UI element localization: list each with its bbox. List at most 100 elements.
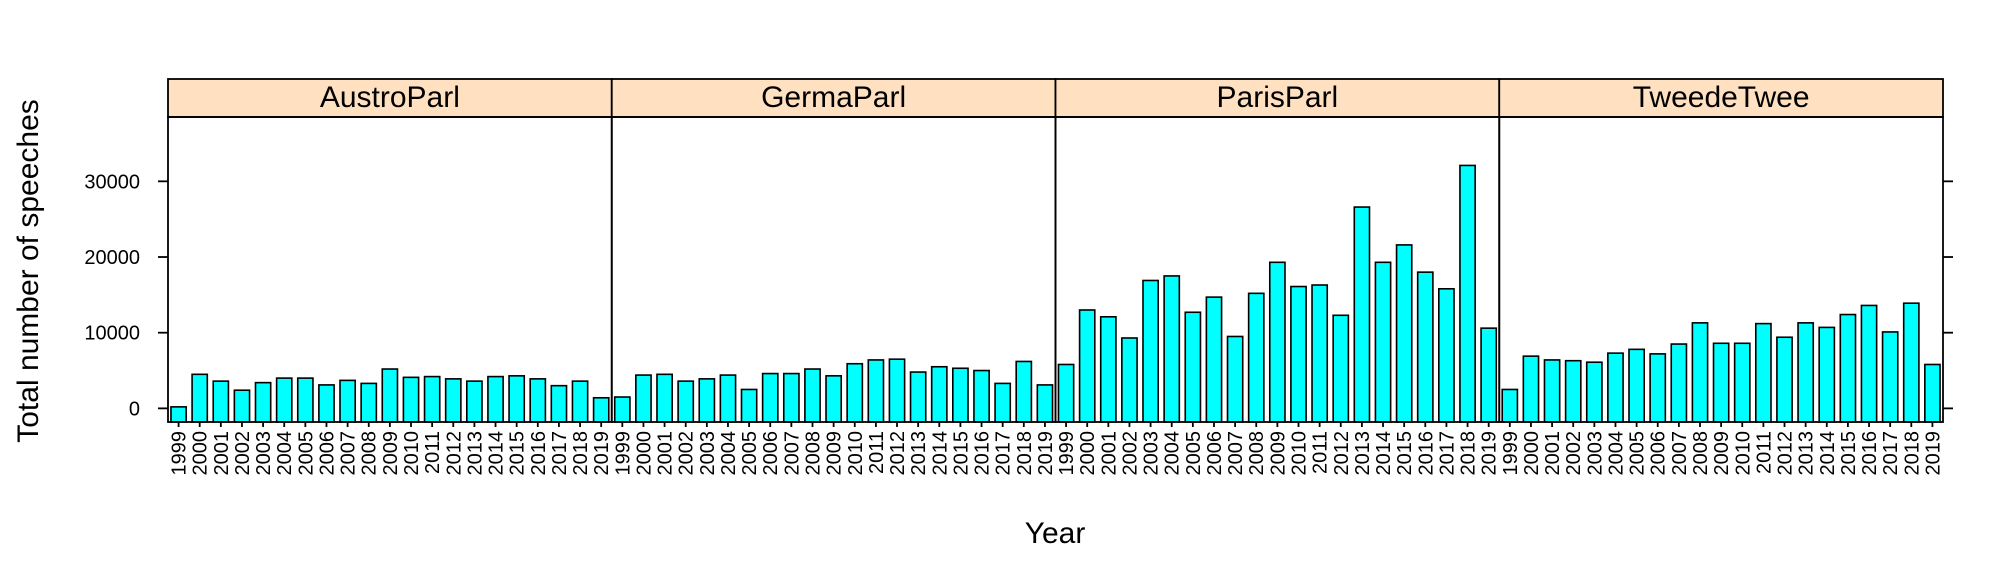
bar-austroparl-2003 — [254, 381, 272, 423]
bar-tweedetwee-2012 — [1776, 336, 1793, 423]
x-tick-label: 2016 — [1415, 431, 1437, 476]
bar-germaparl-2005 — [740, 388, 758, 423]
x-tick-label: 2014 — [929, 431, 951, 476]
x-tick-label: 2012 — [443, 431, 465, 476]
x-tick-label: 2004 — [718, 431, 740, 476]
y-tick-label: 30000 — [84, 171, 140, 193]
bar-austroparl-2005 — [296, 377, 314, 423]
x-tick-label: 2014 — [1817, 431, 1839, 476]
x-tick-label: 2003 — [1584, 431, 1606, 476]
x-tick-label: 2016 — [1859, 431, 1881, 476]
bar-germaparl-2018 — [1015, 360, 1033, 423]
x-tick-label: 2000 — [633, 431, 655, 476]
x-tick-label: 2007 — [1225, 431, 1247, 476]
x-tick-label: 2006 — [1204, 431, 1226, 476]
bar-austroparl-2004 — [275, 377, 293, 423]
x-tick-label: 1999 — [612, 431, 634, 476]
bar-austroparl-2015 — [508, 375, 526, 423]
x-tick-label: 2006 — [1648, 431, 1670, 476]
panel-title: ParisParl — [1217, 81, 1339, 114]
x-tick-label: 2009 — [380, 431, 402, 476]
panel-title: AustroParl — [320, 81, 460, 114]
bar-germaparl-2007 — [782, 372, 800, 423]
y-tick-label: 0 — [129, 398, 140, 420]
x-tick-label: 2003 — [697, 431, 719, 476]
x-tick-label: 2007 — [781, 431, 803, 476]
bar-parisparl-2010 — [1290, 285, 1307, 423]
x-tick-label: 2012 — [1775, 431, 1797, 476]
x-axis-title: Year — [1025, 517, 1086, 550]
bar-austroparl-2011 — [423, 375, 441, 423]
y-tick-label: 10000 — [84, 323, 140, 345]
x-tick-label: 2018 — [1014, 431, 1036, 476]
bar-parisparl-2000 — [1078, 309, 1096, 423]
bar-austroparl-2016 — [529, 378, 547, 423]
x-tick-label: 2012 — [1331, 431, 1353, 476]
x-tick-label: 2015 — [950, 431, 972, 476]
bar-parisparl-2016 — [1416, 271, 1434, 423]
x-tick-label: 2018 — [570, 431, 592, 476]
x-tick-label: 2011 — [1310, 431, 1332, 474]
x-tick-label: 2008 — [359, 431, 381, 476]
x-tick-label: 2017 — [1880, 431, 1902, 476]
bar-parisparl-2007 — [1226, 335, 1244, 423]
bar-austroparl-1999 — [170, 406, 187, 423]
x-tick-label: 2010 — [1732, 431, 1754, 476]
bar-parisparl-2017 — [1438, 287, 1455, 423]
bar-germaparl-2012 — [888, 358, 906, 423]
bar-austroparl-2012 — [444, 378, 462, 423]
y-tick-label: 20000 — [84, 247, 140, 269]
x-tick-label: 2001 — [1542, 431, 1564, 476]
bar-tweedetwee-2019 — [1924, 363, 1941, 423]
bar-austroparl-2010 — [402, 376, 420, 423]
x-tick-label: 2009 — [1267, 431, 1289, 476]
x-tick-label: 2001 — [1098, 431, 1120, 476]
bar-germaparl-2008 — [804, 368, 821, 423]
x-tick-label: 2005 — [1183, 431, 1205, 476]
bar-germaparl-2001 — [656, 373, 673, 423]
x-tick-label: 2018 — [1458, 431, 1480, 476]
x-tick-label: 2015 — [507, 431, 529, 476]
bar-parisparl-2006 — [1205, 296, 1223, 423]
y-axis-title: Total number of speeches — [12, 99, 45, 443]
x-tick-label: 2001 — [211, 431, 233, 476]
bar-tweedetwee-1999 — [1501, 388, 1519, 423]
bar-parisparl-2011 — [1311, 284, 1329, 423]
x-tick-label: 2005 — [739, 431, 761, 476]
x-tick-label: 2019 — [1922, 431, 1944, 476]
bar-austroparl-2014 — [487, 375, 504, 423]
x-tick-label: 2017 — [549, 431, 571, 476]
bar-germaparl-2000 — [635, 374, 652, 423]
bar-germaparl-2003 — [698, 378, 716, 423]
x-tick-label: 2007 — [338, 431, 360, 476]
bar-germaparl-2009 — [825, 375, 843, 423]
y-axis: 0 10000 20000 30000 — [84, 171, 1953, 420]
x-tick-label: 2002 — [676, 431, 698, 476]
x-tick-label: 2006 — [760, 431, 782, 476]
bar-tweedetwee-2003 — [1585, 361, 1603, 423]
bar-austroparl-2006 — [318, 384, 335, 423]
x-tick-label: 2019 — [1035, 431, 1057, 476]
panel-title: GermaParl — [761, 81, 906, 114]
bar-parisparl-2019 — [1480, 327, 1498, 423]
bar-germaparl-2014 — [930, 365, 948, 423]
bar-germaparl-2013 — [909, 371, 927, 423]
bar-tweedetwee-2014 — [1818, 326, 1836, 423]
x-tick-label: 2004 — [1162, 431, 1184, 476]
panel-title: TweedeTwee — [1633, 81, 1810, 114]
bar-austroparl-2019 — [592, 396, 610, 423]
bar-germaparl-2006 — [761, 372, 779, 423]
bar-tweedetwee-2002 — [1564, 359, 1582, 423]
x-tick-label: 2017 — [1436, 431, 1458, 476]
x-tick-label: 1999 — [1056, 431, 1078, 476]
x-tick-label: 2018 — [1901, 431, 1923, 476]
bar-austroparl-2008 — [360, 382, 378, 423]
bar-parisparl-2018 — [1459, 164, 1476, 423]
bar-tweedetwee-2000 — [1522, 355, 1540, 423]
panel-strip — [167, 78, 613, 118]
bar-austroparl-2001 — [212, 380, 230, 423]
x-tick-label: 2012 — [887, 431, 909, 476]
bar-tweedetwee-2007 — [1670, 343, 1688, 423]
